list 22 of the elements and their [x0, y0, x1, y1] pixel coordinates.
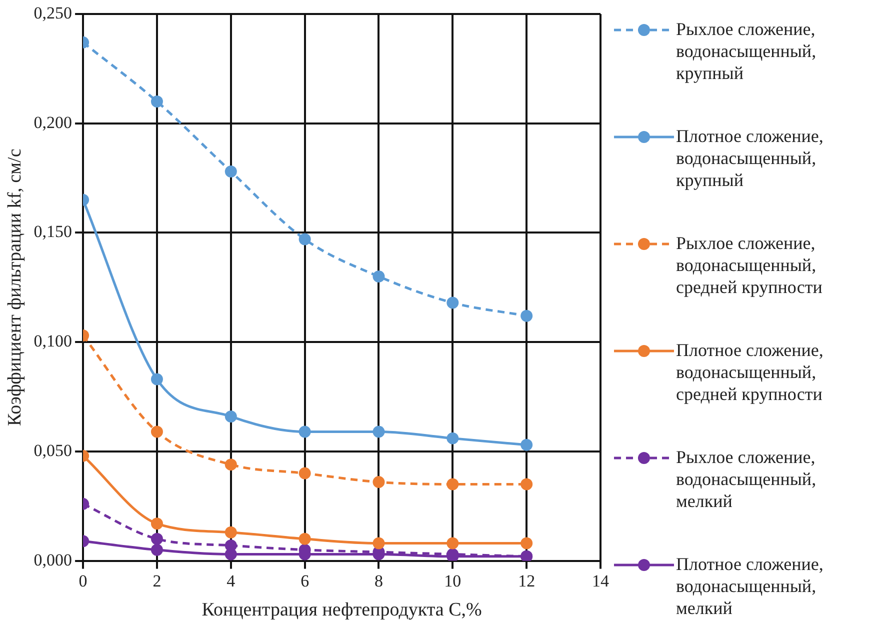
x-tick-label: 10 — [444, 571, 462, 590]
x-tick-label: 12 — [518, 571, 536, 590]
x-tick-label: 2 — [152, 571, 162, 590]
x-tick-label: 14 — [592, 571, 610, 590]
y-tick-label: 0,100 — [34, 332, 72, 351]
x-tick-label: 0 — [78, 571, 88, 590]
x-tick-label: 6 — [300, 571, 310, 590]
y-tick-label: 0,150 — [34, 222, 72, 242]
legend-label: Плотное сложение, водонасыщенный, крупный — [676, 125, 824, 191]
y-tick-label: 0,250 — [34, 3, 72, 22]
legend-label: Рыхлое сложение, водонасыщенный, мелкий — [676, 446, 818, 512]
y-tick-label: 0,000 — [34, 550, 72, 570]
y-tick-label: 0,200 — [34, 112, 72, 132]
x-tick-label: 8 — [374, 571, 383, 590]
x-axis-title: Концентрация нефтепродукта C,% — [202, 600, 482, 621]
y-axis-title: Коэффициент фильтрации kf, см/с — [4, 148, 26, 426]
legend-label: Рыхлое сложение, водонасыщенный, средней крупности — [676, 232, 824, 298]
legend-label: Плотное сложение, водонасыщенный, мелкий — [676, 553, 824, 619]
x-tick-label: 4 — [226, 571, 236, 590]
legend-label: Плотное сложение, водонасыщенный, средней крупности — [676, 339, 824, 405]
legend-label: Рыхлое сложение, водонасыщенный, крупный — [676, 18, 818, 84]
y-tick-label: 0,050 — [34, 440, 72, 460]
